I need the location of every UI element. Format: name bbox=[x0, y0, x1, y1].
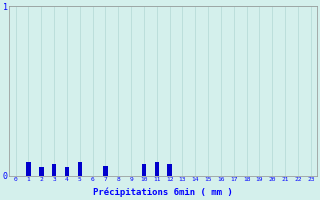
Bar bbox=[103, 166, 108, 176]
X-axis label: Précipitations 6min ( mm ): Précipitations 6min ( mm ) bbox=[93, 188, 233, 197]
Bar bbox=[39, 167, 44, 176]
Bar bbox=[26, 162, 31, 176]
Bar bbox=[142, 164, 146, 176]
Bar bbox=[77, 162, 82, 176]
Bar bbox=[52, 164, 56, 176]
Bar bbox=[155, 162, 159, 176]
Bar bbox=[65, 167, 69, 176]
Bar bbox=[167, 164, 172, 176]
